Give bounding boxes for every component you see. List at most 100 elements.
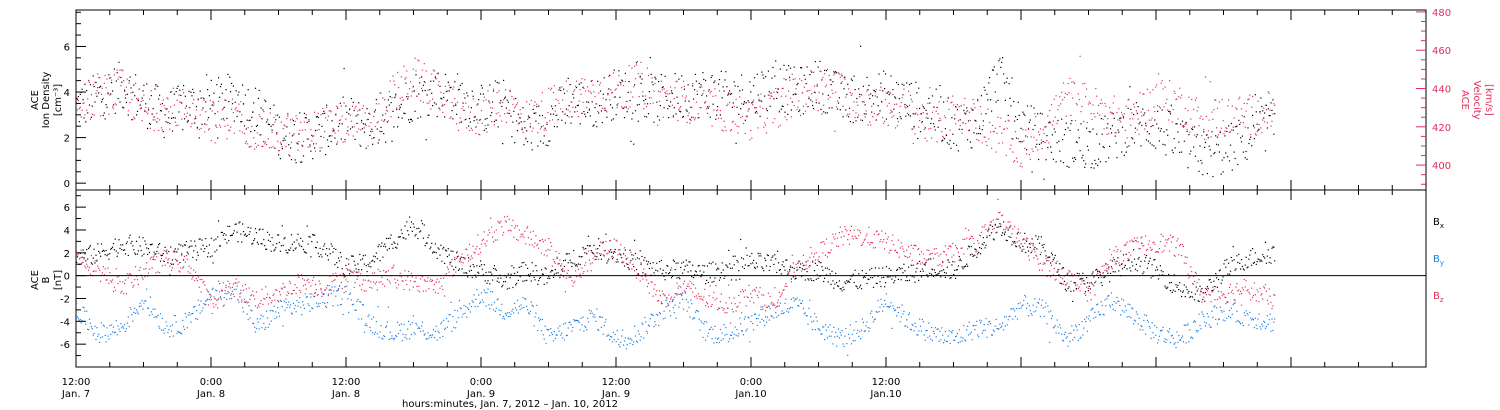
data-point — [799, 299, 801, 301]
data-point — [484, 118, 486, 120]
data-point — [600, 258, 602, 260]
data-point — [929, 87, 931, 89]
data-point — [382, 97, 384, 99]
data-point — [478, 272, 480, 274]
data-point — [341, 268, 343, 270]
data-point — [891, 116, 893, 118]
data-point — [1254, 94, 1256, 96]
data-point — [308, 118, 310, 121]
data-point — [254, 228, 257, 230]
data-point — [231, 82, 233, 85]
data-point — [187, 119, 189, 122]
data-point — [633, 266, 635, 268]
data-point — [569, 259, 571, 261]
data-point — [427, 114, 429, 116]
data-point — [955, 269, 958, 271]
data-point — [485, 99, 487, 101]
data-point — [859, 286, 861, 288]
data-point — [813, 91, 816, 93]
data-point — [441, 98, 443, 100]
data-point — [199, 312, 201, 314]
data-point — [235, 223, 237, 225]
data-point — [731, 121, 733, 123]
data-point — [653, 121, 655, 123]
data-point — [104, 118, 106, 120]
data-point — [403, 65, 405, 67]
data-point — [912, 264, 914, 266]
data-point — [983, 242, 985, 244]
data-point — [460, 256, 462, 258]
data-point — [751, 102, 753, 104]
data-point — [674, 87, 676, 89]
data-point — [1018, 307, 1020, 310]
data-point — [334, 263, 336, 266]
data-point — [401, 117, 403, 119]
data-point — [933, 269, 935, 271]
data-point — [433, 70, 436, 72]
data-point — [613, 251, 615, 253]
data-point — [1246, 312, 1248, 315]
data-point — [1270, 125, 1272, 127]
data-point — [922, 106, 924, 108]
data-point — [967, 325, 969, 327]
data-point — [1006, 240, 1008, 242]
data-point — [328, 248, 330, 250]
data-point — [955, 106, 958, 108]
data-point — [1217, 319, 1220, 321]
data-point — [122, 106, 124, 108]
data-point — [348, 311, 350, 313]
data-point — [719, 328, 721, 331]
data-point — [678, 109, 680, 111]
data-point — [698, 318, 700, 320]
data-point — [1145, 122, 1147, 124]
data-point — [1179, 339, 1181, 341]
data-point — [468, 129, 471, 131]
data-point — [645, 95, 647, 97]
data-point — [843, 288, 845, 291]
data-point — [1121, 298, 1123, 300]
data-point — [654, 82, 656, 84]
data-point — [90, 326, 92, 328]
data-point — [101, 87, 103, 89]
data-point — [1003, 234, 1006, 236]
data-point — [387, 237, 389, 239]
data-point — [1197, 160, 1199, 162]
data-point — [1240, 121, 1242, 124]
data-point — [238, 222, 240, 224]
data-point — [385, 326, 387, 328]
data-point — [1139, 92, 1141, 94]
data-point — [228, 101, 230, 103]
data-point — [589, 245, 591, 247]
data-point — [365, 265, 367, 267]
data-point — [743, 267, 745, 270]
data-point — [750, 130, 752, 132]
data-point — [1216, 136, 1219, 138]
data-point — [285, 146, 287, 148]
data-point — [516, 120, 518, 122]
data-point — [293, 241, 295, 243]
data-point — [823, 104, 825, 106]
data-point — [680, 106, 682, 108]
data-point — [175, 321, 177, 323]
data-point — [1156, 84, 1158, 86]
data-point — [343, 102, 345, 104]
data-point — [1230, 307, 1232, 309]
data-point — [248, 119, 250, 122]
data-point — [107, 91, 109, 94]
data-point — [1228, 99, 1230, 101]
data-point — [895, 127, 897, 129]
data-point — [144, 240, 146, 242]
data-point — [154, 308, 156, 310]
data-point — [367, 118, 369, 120]
data-point — [932, 106, 935, 108]
data-point — [452, 315, 454, 318]
data-point — [1267, 108, 1269, 110]
data-point — [527, 115, 530, 117]
data-point — [573, 250, 575, 252]
data-point — [465, 272, 467, 274]
data-point — [625, 100, 627, 102]
data-point — [439, 254, 441, 256]
data-point — [938, 120, 940, 122]
data-point — [563, 92, 566, 94]
data-point — [370, 330, 372, 332]
